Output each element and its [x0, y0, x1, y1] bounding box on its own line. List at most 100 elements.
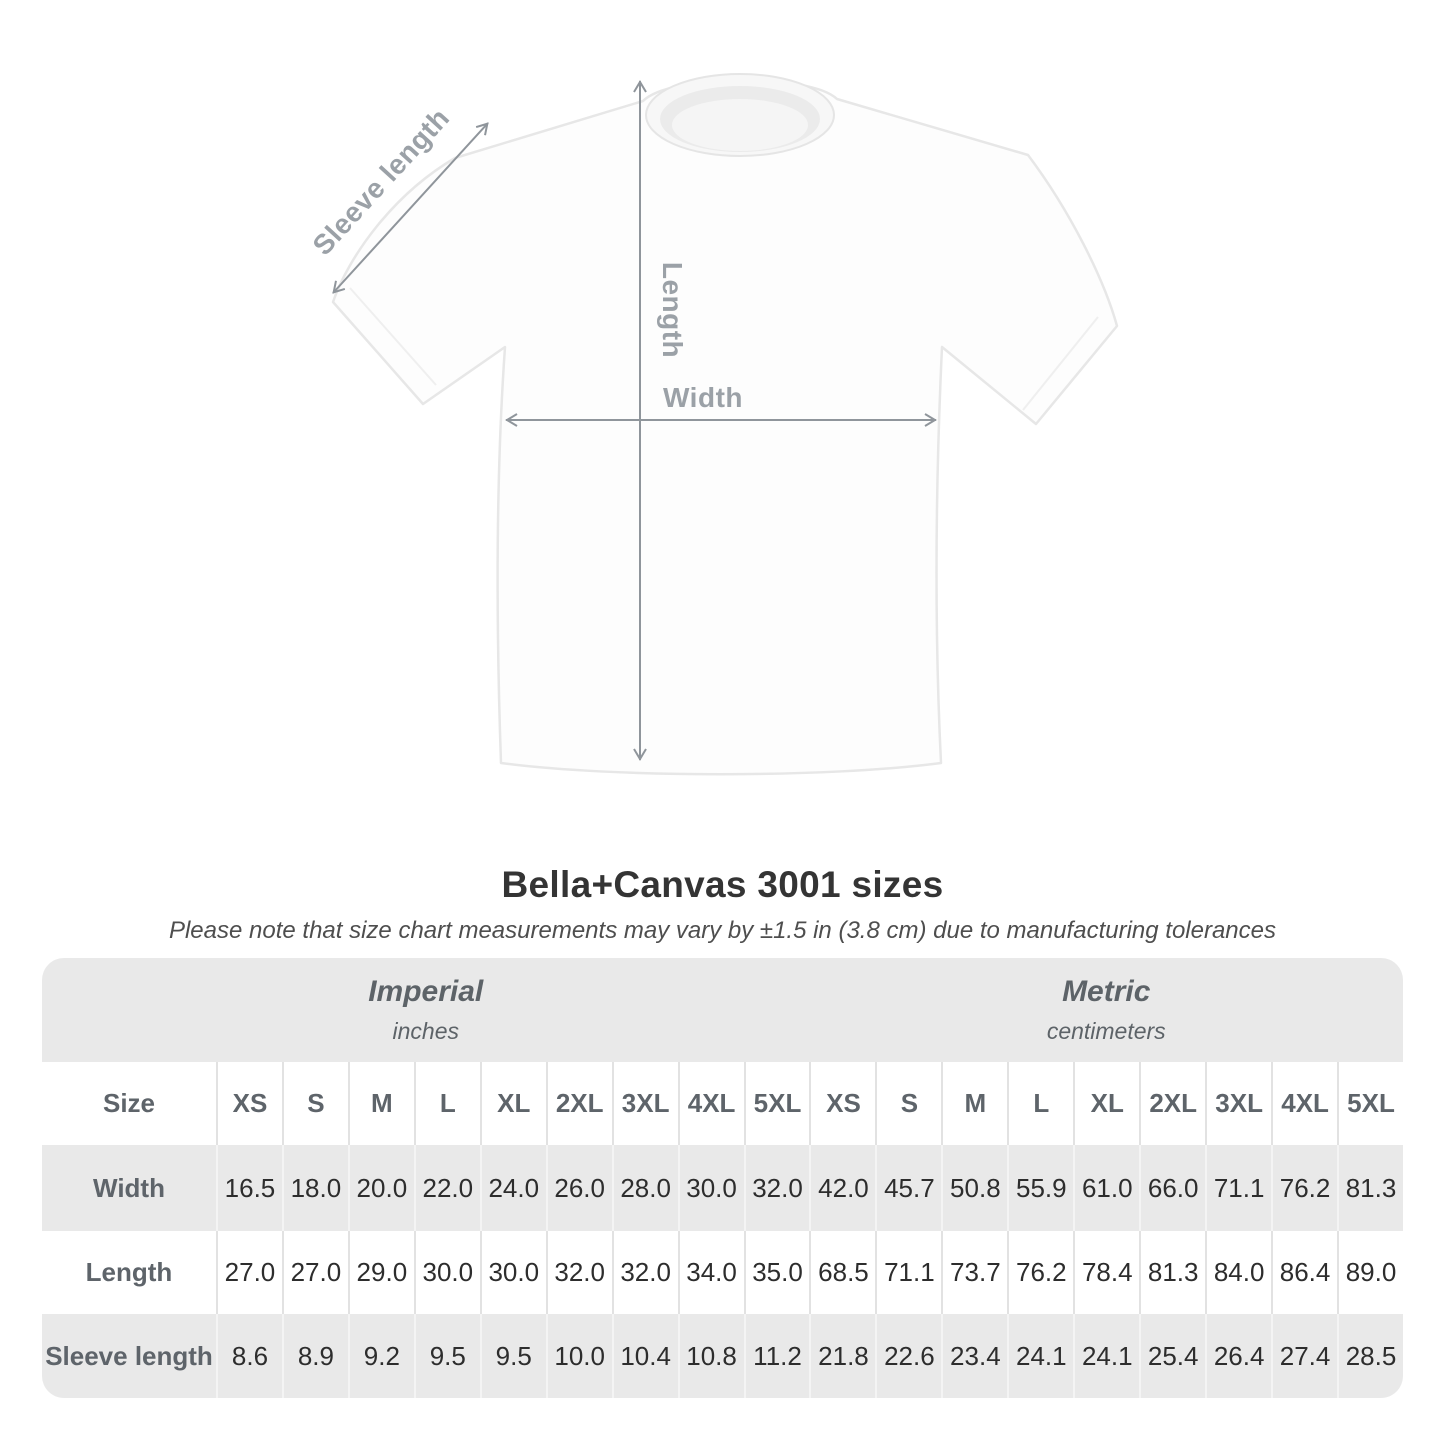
size-header-row: Size XS S M L XL 2XL 3XL 4XL 5XL XS S M …	[42, 1062, 1403, 1145]
value-cell: 23.4	[941, 1314, 1007, 1398]
size-col-header: M	[941, 1062, 1007, 1145]
size-col-header: XL	[479, 1062, 546, 1145]
size-col-header: XS	[216, 1062, 282, 1145]
width-label: Width	[663, 382, 743, 413]
row-header-size: Size	[102, 1088, 156, 1118]
size-col-header: 5XL	[1337, 1062, 1403, 1145]
tolerance-note: Please note that size chart measurements…	[168, 917, 1277, 944]
value-cell: 10.8	[677, 1314, 744, 1398]
size-col-header: S	[875, 1062, 941, 1145]
value-cell: 86.4	[1271, 1231, 1337, 1314]
value-cell: 29.0	[347, 1231, 414, 1314]
size-col-header: M	[347, 1062, 414, 1145]
size-col-header: 3XL	[611, 1062, 678, 1145]
value-cell: 10.4	[611, 1314, 678, 1398]
value-cell: 22.0	[413, 1145, 480, 1231]
size-col-header: S	[281, 1062, 348, 1145]
size-col-header: L	[413, 1062, 480, 1145]
value-cell: 55.9	[1007, 1145, 1073, 1231]
metric-header: Metric centimeters	[809, 958, 1403, 1062]
row-header-width: Width	[93, 1172, 165, 1203]
row-header-sleeve-length: Sleeve length	[45, 1340, 213, 1371]
value-cell: 8.6	[216, 1314, 282, 1398]
value-cell: 42.0	[809, 1145, 875, 1231]
value-cell: 78.4	[1073, 1231, 1139, 1314]
size-col-header: 2XL	[545, 1062, 612, 1145]
imperial-units: inches	[392, 1018, 459, 1044]
value-cell: 8.9	[281, 1314, 348, 1398]
size-col-header: XL	[1073, 1062, 1139, 1145]
value-cell: 22.6	[875, 1314, 941, 1398]
length-label: Length	[657, 262, 688, 358]
value-cell: 30.0	[479, 1231, 546, 1314]
value-cell: 71.1	[1205, 1145, 1271, 1231]
value-cell: 26.4	[1205, 1314, 1271, 1398]
value-cell: 24.1	[1007, 1314, 1073, 1398]
imperial-header: Imperial inches	[42, 958, 810, 1062]
measurement-annotations	[332, 80, 937, 761]
size-chart-table: Imperial inches Metric centimeters Size …	[42, 958, 1403, 1398]
value-cell: 50.8	[941, 1145, 1007, 1231]
value-cell: 76.2	[1271, 1145, 1337, 1231]
table-row-sleeve-length: Sleeve length 8.6 8.9 9.2 9.5 9.5 10.0 1…	[42, 1314, 1403, 1398]
value-cell: 89.0	[1337, 1231, 1403, 1314]
row-header-length: Length	[85, 1257, 173, 1287]
value-cell: 27.0	[281, 1231, 348, 1314]
right-cuff-seam	[1022, 316, 1099, 411]
table-row-width: Width 16.5 18.0 20.0 22.0 24.0 26.0 28.0…	[42, 1145, 1403, 1231]
value-cell: 71.1	[875, 1231, 941, 1314]
page-title: Bella+Canvas 3001 sizes	[501, 864, 944, 905]
value-cell: 18.0	[281, 1145, 348, 1231]
value-cell: 27.4	[1271, 1314, 1337, 1398]
size-col-header: 3XL	[1205, 1062, 1271, 1145]
value-cell: 27.0	[216, 1231, 282, 1314]
size-col-header: L	[1007, 1062, 1073, 1145]
size-col-header: XS	[809, 1062, 875, 1145]
size-col-header: 4XL	[677, 1062, 744, 1145]
value-cell: 9.2	[347, 1314, 414, 1398]
value-cell: 24.1	[1073, 1314, 1139, 1398]
value-cell: 16.5	[216, 1145, 282, 1231]
value-cell: 9.5	[413, 1314, 480, 1398]
value-cell: 61.0	[1073, 1145, 1139, 1231]
unit-group-header-row: Imperial inches Metric centimeters	[42, 958, 1403, 1062]
value-cell: 35.0	[743, 1231, 810, 1314]
size-col-header: 4XL	[1271, 1062, 1337, 1145]
tshirt-illustration	[331, 73, 1119, 776]
value-cell: 81.3	[1337, 1145, 1403, 1231]
value-cell: 28.0	[611, 1145, 678, 1231]
value-cell: 20.0	[347, 1145, 414, 1231]
value-cell: 28.5	[1337, 1314, 1403, 1398]
value-cell: 81.3	[1139, 1231, 1205, 1314]
value-cell: 10.0	[545, 1314, 612, 1398]
tshirt-body	[331, 78, 1119, 776]
value-cell: 25.4	[1139, 1314, 1205, 1398]
value-cell: 30.0	[413, 1231, 480, 1314]
value-cell: 11.2	[743, 1314, 810, 1398]
value-cell: 32.0	[545, 1231, 612, 1314]
value-cell: 32.0	[611, 1231, 678, 1314]
size-col-header: 5XL	[743, 1062, 810, 1145]
sleeve-length-arrow	[332, 122, 489, 294]
value-cell: 73.7	[941, 1231, 1007, 1314]
value-cell: 66.0	[1139, 1145, 1205, 1231]
value-cell: 68.5	[809, 1231, 875, 1314]
value-cell: 21.8	[809, 1314, 875, 1398]
value-cell: 24.0	[479, 1145, 546, 1231]
table-row-length: Length 27.0 27.0 29.0 30.0 30.0 32.0 32.…	[42, 1231, 1403, 1314]
value-cell: 84.0	[1205, 1231, 1271, 1314]
value-cell: 9.5	[479, 1314, 546, 1398]
value-cell: 32.0	[743, 1145, 810, 1231]
metric-units: centimeters	[1046, 1018, 1166, 1044]
value-cell: 34.0	[677, 1231, 744, 1314]
value-cell: 30.0	[677, 1145, 744, 1231]
value-cell: 76.2	[1007, 1231, 1073, 1314]
value-cell: 26.0	[545, 1145, 612, 1231]
size-col-header: 2XL	[1139, 1062, 1205, 1145]
value-cell: 45.7	[875, 1145, 941, 1231]
tshirt-measurement-diagram: Sleeve length Length Width	[306, 73, 1119, 776]
collar-inner-shadow	[672, 99, 808, 151]
metric-label: Metric	[1062, 975, 1151, 1008]
left-cuff-seam	[349, 287, 437, 386]
